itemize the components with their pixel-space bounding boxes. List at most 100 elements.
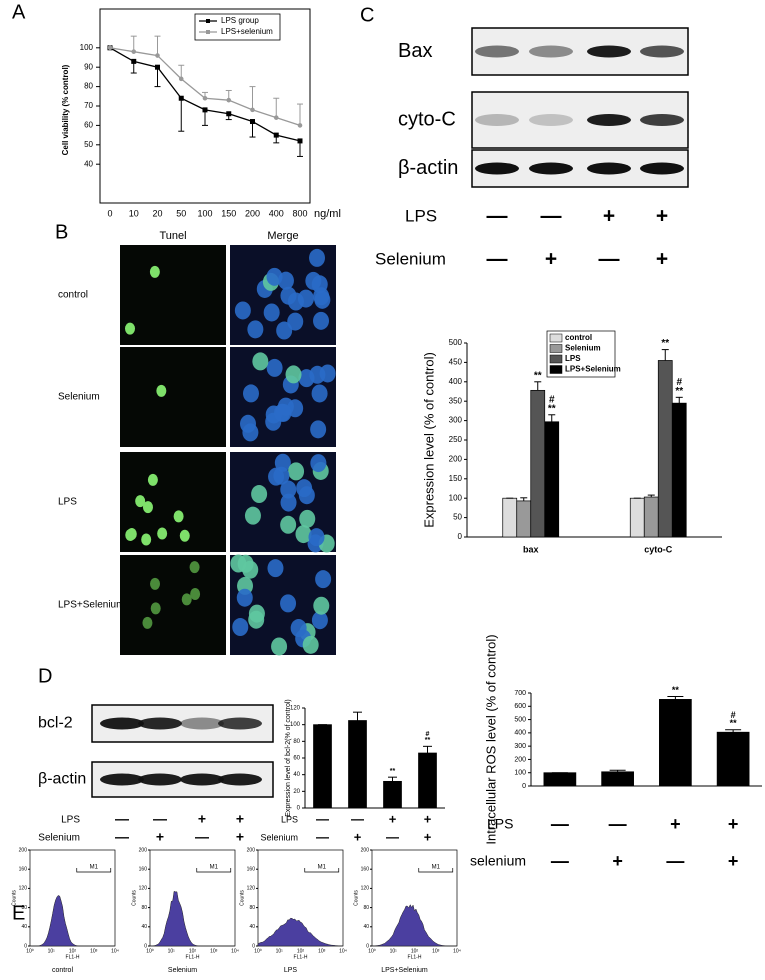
panel-label: C <box>360 4 374 26</box>
merge-cell <box>280 286 297 305</box>
y-tick-label: 0 <box>24 943 27 949</box>
y-tick-label: 40 <box>363 924 369 930</box>
merge-cell <box>263 303 280 322</box>
x-tick-label: 10⁴ <box>231 948 239 954</box>
x-tick-label: 10⁰ <box>26 948 34 954</box>
error-bar <box>423 745 432 753</box>
x-tick-label: 150 <box>221 208 236 218</box>
y-tick-label: 40 <box>84 159 93 168</box>
blot-band <box>640 162 684 175</box>
significance-mark: # <box>549 394 555 405</box>
bar <box>418 752 437 809</box>
bar <box>348 720 367 809</box>
treatment-symbol: + <box>389 811 397 826</box>
blot-band <box>587 45 631 58</box>
tunel-cell <box>190 587 201 600</box>
merge-cell <box>244 506 261 525</box>
bar <box>601 771 634 787</box>
tunel-cell <box>149 265 160 278</box>
blot-band <box>475 114 519 126</box>
error-bar <box>154 67 161 88</box>
x-tick-label: 10¹ <box>390 948 398 954</box>
y-tick-label: 450 <box>449 358 463 367</box>
row-label: LPS <box>58 497 77 508</box>
treatment-symbol: + <box>656 248 668 271</box>
merge-cell <box>266 267 283 286</box>
x-axis-label: FL1-H <box>294 954 308 960</box>
y-tick-label: 100 <box>290 722 301 728</box>
x-tick-label: 10² <box>411 948 419 954</box>
treatment-symbol: — <box>609 814 627 834</box>
point <box>131 49 137 54</box>
merge-cell <box>295 525 312 544</box>
y-tick-label: 80 <box>141 905 147 911</box>
merge-cell <box>234 301 251 320</box>
x-unit: ng/ml <box>314 208 341 220</box>
x-tick-label: 10² <box>69 948 77 954</box>
y-axis-label: Counts <box>131 890 137 906</box>
treatment-symbol: — <box>551 851 569 871</box>
treatment-symbol: + <box>156 829 164 845</box>
tunel-cell <box>173 510 184 523</box>
tunel-cell <box>135 495 146 508</box>
y-tick-label: 300 <box>449 416 463 425</box>
y-axis-label: Intracellular ROS level (% of control) <box>483 634 498 844</box>
panel-label: B <box>55 221 68 243</box>
merge-cell <box>285 365 302 384</box>
row-label: Selenium <box>58 392 100 403</box>
error-bar <box>249 121 256 138</box>
x-tick-label: 800 <box>292 208 307 218</box>
treatment-name: Selenium <box>375 249 446 268</box>
treatment-name: Selenium <box>260 832 298 842</box>
tunel-cell <box>179 529 190 542</box>
blot-band <box>100 717 144 730</box>
treatment-symbol: — <box>487 248 508 271</box>
point <box>155 53 160 58</box>
blot-band <box>587 162 631 175</box>
treatment-symbol: + <box>603 205 615 228</box>
tunel-cell <box>126 528 137 541</box>
y-tick-label: 120 <box>361 886 370 892</box>
bar <box>643 496 659 538</box>
treatment-symbol: + <box>236 829 244 845</box>
x-tick-label: 10¹ <box>276 948 284 954</box>
gate-label: M1 <box>318 865 327 871</box>
merge-cell <box>273 466 290 485</box>
y-tick-label: 80 <box>249 905 255 911</box>
x-axis-label: FL1-H <box>66 954 80 960</box>
point <box>250 119 255 125</box>
merge-cell <box>288 462 305 481</box>
x-tick-label: bax <box>523 544 539 554</box>
significance-mark: ** <box>672 685 680 695</box>
treatment-symbol: — <box>551 814 569 834</box>
error-bar <box>534 381 542 391</box>
error-bar <box>178 98 185 132</box>
tunel-cell <box>189 561 200 574</box>
y-tick-label: 400 <box>449 377 463 386</box>
significance-mark: ** <box>534 370 542 381</box>
blot-band <box>180 717 224 730</box>
x-tick-label: 100 <box>197 208 212 218</box>
y-tick-label: 0 <box>522 783 526 790</box>
bar <box>530 389 546 538</box>
bar <box>657 360 673 538</box>
column-header: Merge <box>267 230 298 242</box>
merge-cell <box>311 611 328 630</box>
bar <box>502 497 518 538</box>
y-tick-label: 200 <box>514 756 526 763</box>
error-bar <box>548 414 556 422</box>
histogram <box>371 904 458 947</box>
panel-caption: Selenium <box>168 967 197 974</box>
y-tick-label: 0 <box>144 943 147 949</box>
x-tick-label: 10¹ <box>48 948 56 954</box>
y-tick-label: 120 <box>290 706 301 712</box>
treatment-name: selenium <box>470 853 526 869</box>
error-bar <box>725 729 742 733</box>
y-tick-label: 120 <box>19 886 28 892</box>
histogram-frame <box>29 849 116 947</box>
band-label: bcl-2 <box>38 715 73 732</box>
x-tick-label: 10 <box>129 208 139 218</box>
point <box>297 123 303 128</box>
y-tick-label: 200 <box>19 847 28 853</box>
y-tick-label: 300 <box>514 743 526 750</box>
